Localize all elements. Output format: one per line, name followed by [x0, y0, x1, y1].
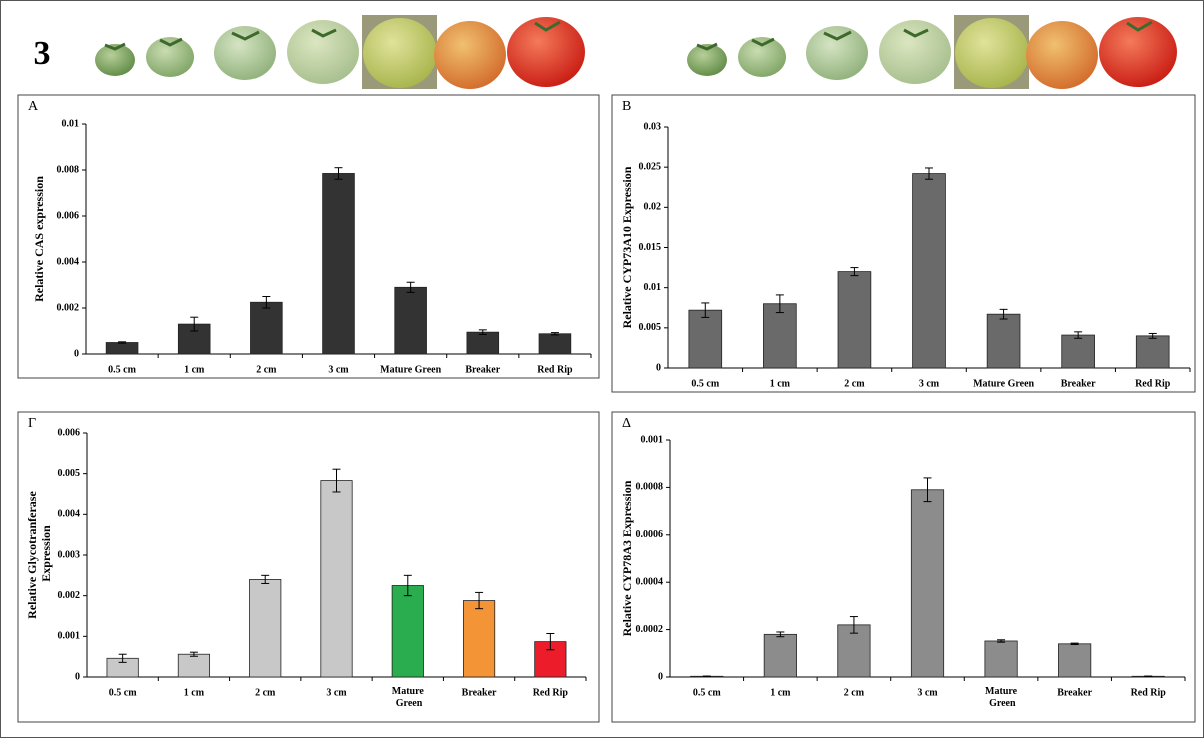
x-tick-label: 1 cm — [770, 687, 791, 698]
x-tick-label: Red Rip — [533, 687, 569, 698]
bar — [321, 481, 352, 677]
x-tick-label: 2 cm — [256, 364, 277, 375]
x-tick-label: Mature Green — [973, 378, 1034, 389]
x-tick-label: Mature Green — [392, 686, 425, 709]
y-tick-label: 0.0004 — [636, 576, 664, 587]
bar — [838, 272, 871, 368]
bar — [323, 173, 355, 354]
x-tick-label: 3 cm — [919, 378, 940, 389]
y-tick-label: 0.0002 — [636, 624, 664, 635]
y-tick-label: 0.002 — [58, 590, 81, 601]
bar — [1136, 336, 1169, 368]
bar — [250, 579, 281, 677]
x-tick-label: 3 cm — [326, 687, 347, 698]
x-tick-label: 2 cm — [255, 687, 276, 698]
y-tick-label: 0.002 — [57, 302, 80, 313]
y-tick-label: 0.003 — [58, 549, 81, 560]
x-tick-label: Breaker — [1057, 687, 1092, 698]
y-tick-label: 0.001 — [58, 631, 81, 642]
x-tick-label: 1 cm — [770, 378, 791, 389]
y-tick-label: 0 — [656, 362, 661, 373]
x-tick-label: 0.5 cm — [691, 378, 719, 389]
panel-frame — [18, 95, 599, 378]
bar — [1058, 644, 1090, 677]
y-tick-label: 0.015 — [639, 242, 662, 253]
panel-label: B — [622, 99, 631, 114]
bar — [763, 304, 796, 368]
bar — [764, 634, 796, 677]
panel-label: A — [28, 99, 39, 114]
x-tick-label: 2 cm — [844, 378, 865, 389]
chart-panel: A 0 0.002 0.004 0.006 0.008 0.01 Relative CAS e… — [18, 95, 599, 378]
chart-panel: Δ 0 0.0002 0.0004 0.0006 0.0008 0.001 Relative … — [612, 412, 1195, 722]
x-tick-label: 3 cm — [917, 687, 938, 698]
y-tick-label: 0.01 — [62, 118, 80, 129]
bar — [985, 641, 1017, 677]
y-tick-label: 0.03 — [644, 121, 662, 132]
x-tick-label: Red Rip — [1131, 687, 1167, 698]
y-tick-label: 0.008 — [57, 164, 80, 175]
x-tick-label: Breaker — [462, 687, 497, 698]
bar — [1062, 335, 1095, 368]
y-tick-label: 0.0006 — [636, 529, 664, 540]
panel-label: Γ — [28, 416, 36, 431]
bar — [106, 343, 138, 355]
y-axis-label: Relative CYP78A3 Expression — [620, 480, 634, 636]
bar — [689, 310, 722, 368]
y-tick-label: 0.005 — [58, 468, 81, 479]
chart-panel: Γ00.0010.0020.0030.0040.0050.006Relative… — [18, 412, 599, 722]
x-tick-label: 0.5 cm — [109, 687, 137, 698]
y-axis-label: Relative CYP73A10 Expression — [620, 166, 634, 328]
bar — [539, 334, 571, 354]
bar — [467, 332, 499, 354]
y-tick-label: 0.01 — [644, 282, 662, 293]
x-tick-label: Breaker — [465, 364, 500, 375]
y-tick-label: 0 — [658, 671, 663, 682]
x-tick-label: Red Rip — [1135, 378, 1171, 389]
bar — [913, 174, 946, 368]
x-tick-label: 1 cm — [184, 687, 205, 698]
y-tick-label: 0.006 — [58, 427, 81, 438]
bar — [178, 654, 209, 677]
panel-frame — [18, 412, 599, 722]
figure: 3 A 0 0.002 0.004 0.006 0.008 0.01 Relative CAS… — [0, 0, 1204, 738]
x-tick-label: Mature Green — [985, 686, 1018, 709]
x-tick-label: 0.5 cm — [693, 687, 721, 698]
figure-number: 3 — [34, 35, 51, 72]
x-tick-label: 2 cm — [844, 687, 865, 698]
x-tick-label: Mature Green — [380, 364, 441, 375]
bar — [463, 601, 494, 677]
y-tick-label: 0.0008 — [636, 482, 664, 493]
y-tick-label: 0.006 — [57, 210, 80, 221]
panel-label: Δ — [622, 416, 631, 431]
y-tick-label: 0 — [74, 348, 79, 359]
bar — [911, 490, 943, 677]
x-tick-label: 1 cm — [184, 364, 205, 375]
y-tick-label: 0.005 — [639, 322, 662, 333]
chart-panel: B 0 0.005 0.01 0.015 0.02 0.025 0.03 Relative CY… — [612, 95, 1195, 392]
bar — [250, 302, 282, 354]
y-tick-label: 0.02 — [644, 202, 662, 213]
y-tick-label: 0.025 — [639, 161, 662, 172]
y-tick-label: 0 — [75, 671, 80, 682]
y-tick-label: 0.001 — [641, 434, 664, 445]
bar — [395, 287, 427, 354]
bar — [392, 586, 423, 678]
panel-frame — [612, 412, 1195, 722]
x-tick-label: Red Rip — [537, 364, 573, 375]
x-tick-label: Breaker — [1061, 378, 1096, 389]
y-tick-label: 0.004 — [58, 509, 81, 520]
x-tick-label: 0.5 cm — [108, 364, 136, 375]
x-tick-label: 3 cm — [328, 364, 349, 375]
bar — [987, 314, 1020, 368]
y-tick-label: 0.004 — [57, 256, 80, 267]
y-axis-label: Relative CAS expression — [32, 176, 46, 302]
